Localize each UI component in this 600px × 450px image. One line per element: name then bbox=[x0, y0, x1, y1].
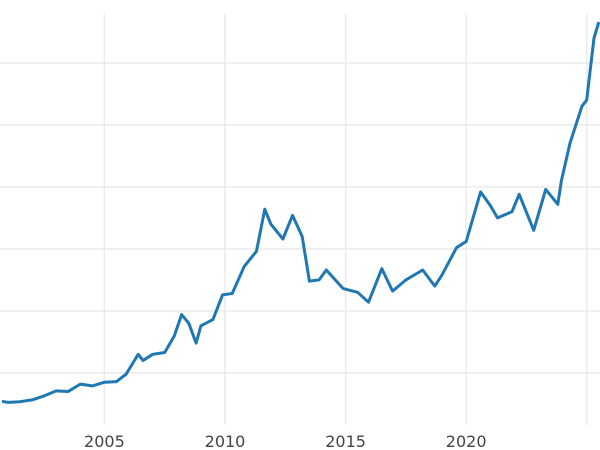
x-tick-labels: 2005 2010 2015 2020 bbox=[84, 432, 486, 450]
x-tick-label: 2015 bbox=[325, 432, 366, 450]
x-tick-label: 2010 bbox=[205, 432, 246, 450]
x-tick-label: 2005 bbox=[84, 432, 125, 450]
price-series-line bbox=[1, 21, 600, 404]
gridlines bbox=[0, 14, 600, 425]
x-tick-label: 2020 bbox=[446, 432, 487, 450]
